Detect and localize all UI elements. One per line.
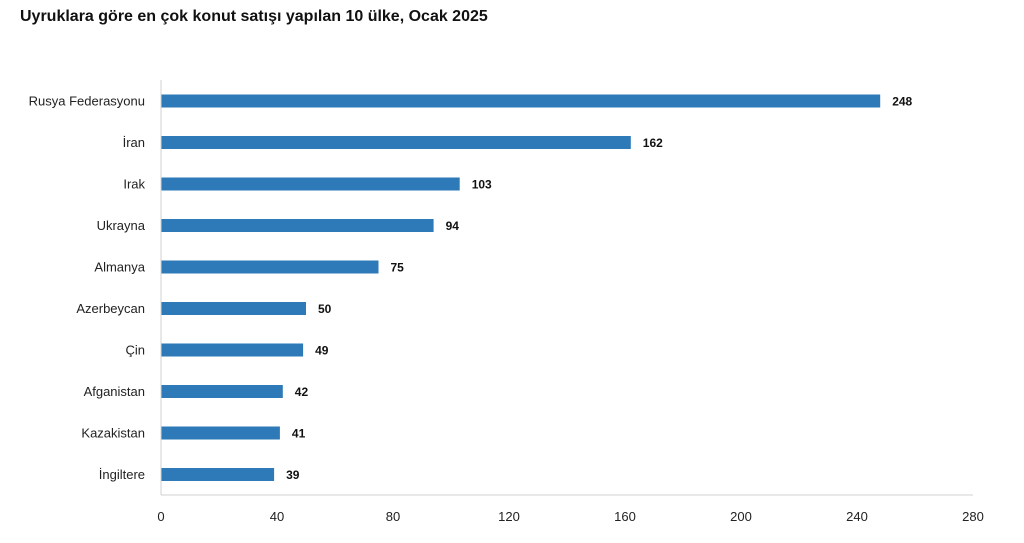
value-label: 41	[292, 427, 306, 441]
bars-group	[161, 94, 881, 481]
bar	[161, 260, 379, 274]
value-label: 49	[315, 344, 329, 358]
value-label: 162	[643, 136, 663, 150]
value-label: 248	[892, 95, 912, 109]
value-label: 94	[446, 219, 460, 233]
x-axis: 0 40 80 120 160 200 240 280	[157, 80, 984, 524]
x-tick-label: 280	[962, 509, 984, 524]
bar	[161, 302, 306, 315]
value-label: 50	[318, 302, 332, 316]
x-tick-label: 40	[270, 509, 284, 524]
bar	[161, 343, 304, 357]
value-label: 39	[286, 468, 300, 482]
category-label: Afganistan	[84, 384, 145, 399]
bar	[161, 136, 631, 149]
bar	[161, 94, 881, 108]
x-tick-label: 240	[846, 509, 868, 524]
category-label: Çin	[125, 343, 145, 358]
category-label: Almanya	[94, 260, 145, 275]
category-label: Kazakistan	[81, 426, 145, 441]
category-label: İngiltere	[99, 467, 145, 482]
bar	[161, 468, 275, 481]
bar	[161, 219, 434, 232]
value-label: 103	[472, 178, 492, 192]
value-labels: 248 162 103 94 75 50 49 42 41 39	[286, 95, 912, 483]
x-tick-label: 120	[498, 509, 520, 524]
category-labels: Rusya Federasyonu İran Irak Ukrayna Almanya A…	[29, 94, 146, 483]
value-label: 42	[295, 385, 309, 399]
category-label: İran	[123, 135, 145, 150]
category-label: Ukrayna	[97, 218, 146, 233]
x-tick-label: 200	[730, 509, 752, 524]
bar	[161, 426, 280, 440]
category-label: Irak	[123, 177, 145, 192]
category-label: Rusya Federasyonu	[29, 94, 145, 109]
bar	[161, 177, 460, 191]
x-tick-label: 160	[614, 509, 636, 524]
x-tick-label: 0	[157, 509, 164, 524]
chart-title: Uyruklara göre en çok konut satışı yapıl…	[20, 8, 488, 25]
value-label: 75	[391, 261, 405, 275]
bar	[161, 385, 283, 398]
x-tick-label: 80	[386, 509, 400, 524]
category-label: Azerbeycan	[76, 301, 145, 316]
